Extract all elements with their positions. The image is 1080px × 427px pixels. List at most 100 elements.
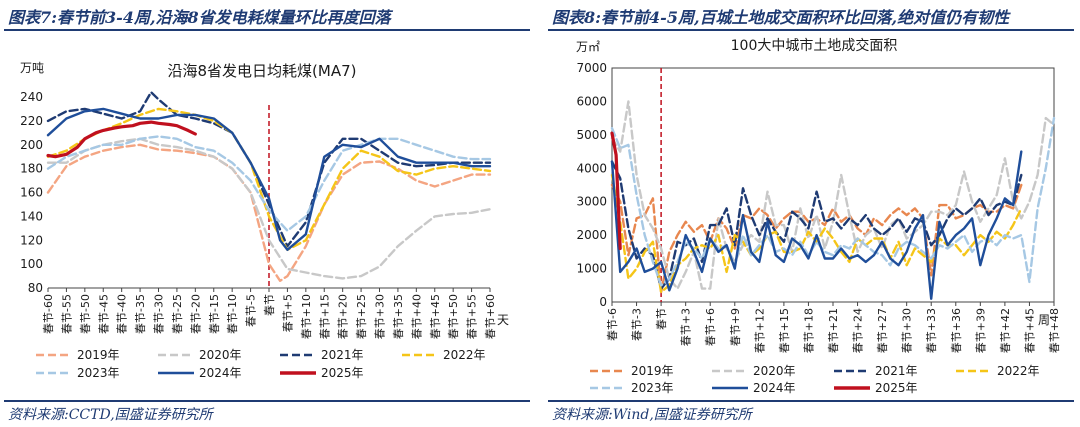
- series-line-5: [610, 150, 1023, 300]
- y-tick-label: 100: [20, 257, 43, 271]
- x-tick-label: 春节-25: [171, 294, 184, 334]
- x-tick-label: 春节+40: [410, 294, 423, 339]
- left-figure-panel: 图表7:春节前3-4周,沿海8省发电耗煤量环比再度回落 沿海8省发电日均耗煤(M…: [0, 0, 536, 427]
- x-tick-label: 春节+3: [680, 308, 693, 346]
- series-line-4: [46, 135, 492, 232]
- legend-label-3: 2022年: [997, 364, 1040, 378]
- x-tick-label: 春节-35: [134, 294, 147, 334]
- series-line-1: [610, 100, 1056, 290]
- y-tick-label: 1000: [576, 262, 607, 276]
- y-tick-label: 5000: [576, 128, 607, 142]
- x-tick-label: 春节+39: [974, 308, 987, 353]
- x-tick-label: 春节+33: [925, 308, 938, 353]
- left-source-note: 资料来源:CCTD,国盛证券研究所: [8, 407, 213, 423]
- x-tick-label: 春节+55: [466, 294, 479, 339]
- left-top-rule: [4, 29, 530, 31]
- x-tick-label: 春节-5: [245, 294, 258, 327]
- x-tick-label: 春节-3: [631, 308, 644, 341]
- x-tick-label: 春节: [655, 308, 668, 330]
- series-line-0: [46, 143, 492, 282]
- x-tick-label: 春节+30: [901, 308, 914, 353]
- x-tick-label: 春节-40: [116, 294, 129, 334]
- x-tick-label: 春节-10: [226, 294, 239, 334]
- x-tick-label: 春节+10: [300, 294, 313, 339]
- series-line-6: [46, 120, 197, 159]
- series-line-2: [46, 90, 492, 248]
- x-tick-label: 春节-15: [208, 294, 221, 334]
- y-tick-label: 80: [28, 281, 43, 295]
- x-tick-label: 春节+45: [429, 294, 442, 339]
- chart-title: 100大中城市土地成交面积: [731, 37, 898, 54]
- legend-label-6: 2025年: [321, 366, 364, 380]
- x-tick-label: 春节+15: [318, 294, 331, 339]
- y-tick-label: 0: [599, 295, 607, 309]
- y-tick-label: 6000: [576, 94, 607, 108]
- x-tick-label: 春节+48: [1048, 308, 1061, 353]
- left-bottom-rule: [4, 400, 530, 402]
- x-tick-label: 春节+24: [852, 308, 865, 353]
- y-tick-label: 4000: [576, 161, 607, 175]
- x-tick-label: 春节+42: [999, 308, 1012, 353]
- x-tick-label: 春节+36: [950, 308, 963, 353]
- y-tick-label: 180: [20, 162, 43, 176]
- x-tick-label: 春节-50: [79, 294, 92, 334]
- x-tick-label: 春节: [263, 294, 276, 316]
- legend-label-2: 2021年: [875, 364, 918, 378]
- legend-label-2: 2021年: [321, 348, 364, 362]
- legend-label-1: 2020年: [199, 348, 242, 362]
- x-tick-label: 春节+25: [355, 294, 368, 339]
- legend-label-4: 2023年: [631, 381, 674, 395]
- left-figure-title: 图表7:春节前3-4周,沿海8省发电耗煤量环比再度回落: [8, 8, 391, 27]
- x-tick-label: 春节+35: [392, 294, 405, 339]
- series-line-4: [610, 116, 1056, 287]
- legend-label-6: 2025年: [875, 381, 918, 395]
- x-axis-label: 周: [1038, 313, 1050, 327]
- x-tick-label: 春节+6: [704, 308, 717, 346]
- series-line-1: [46, 137, 492, 280]
- y-tick-label: 3000: [576, 195, 607, 209]
- right-source-note: 资料来源:Wind,国盛证券研究所: [552, 407, 752, 423]
- y-axis-label: 万吨: [20, 61, 44, 75]
- x-tick-label: 春节+20: [337, 294, 350, 339]
- x-tick-label: 春节+18: [802, 308, 815, 353]
- x-tick-label: 春节-20: [189, 294, 202, 334]
- legend-label-4: 2023年: [77, 366, 120, 380]
- series-line-2: [610, 160, 1023, 290]
- x-tick-label: 春节+9: [729, 308, 742, 346]
- legend-label-0: 2019年: [77, 348, 120, 362]
- y-axis-label: 万㎡: [576, 40, 600, 54]
- legend-label-5: 2024年: [199, 366, 242, 380]
- x-tick-label: 春节+15: [778, 308, 791, 353]
- y-tick-label: 200: [20, 138, 43, 152]
- x-tick-label: 春节-45: [97, 294, 110, 334]
- series-line-5: [46, 107, 492, 252]
- right-figure-title: 图表8:春节前4-5周,百城土地成交面积环比回落,绝对值仍有韧性: [552, 8, 1010, 27]
- right-top-rule: [548, 29, 1074, 31]
- right-figure-panel: 图表8:春节前4-5周,百城土地成交面积环比回落,绝对值仍有韧性 100大中城市…: [544, 0, 1080, 427]
- x-tick-label: 春节-60: [42, 294, 55, 334]
- y-tick-label: 120: [20, 233, 43, 247]
- legend-label-3: 2022年: [443, 348, 486, 362]
- y-tick-label: 140: [20, 209, 43, 223]
- legend-label-0: 2019年: [631, 364, 674, 378]
- x-tick-label: 春节-55: [60, 294, 73, 334]
- x-tick-label: 春节+60: [484, 294, 497, 339]
- x-tick-label: 春节+12: [753, 308, 766, 353]
- x-tick-label: 春节+50: [447, 294, 460, 339]
- y-tick-label: 7000: [576, 61, 607, 75]
- chart-title: 沿海8省发电日均耗煤(MA7): [168, 62, 357, 80]
- legend-label-1: 2020年: [753, 364, 796, 378]
- x-axis-label: 天: [497, 313, 509, 327]
- x-tick-label: 春节+21: [827, 308, 840, 353]
- x-tick-label: 春节+30: [374, 294, 387, 339]
- x-tick-label: 春节+5: [281, 294, 294, 332]
- y-tick-label: 240: [20, 90, 43, 104]
- series-line-6: [610, 131, 622, 251]
- y-tick-label: 220: [20, 114, 43, 128]
- y-tick-label: 160: [20, 186, 43, 200]
- x-tick-label: 春节+45: [1023, 308, 1036, 353]
- series-line-3: [610, 173, 1023, 294]
- x-tick-label: 春节+27: [876, 308, 889, 353]
- x-tick-label: 春节-6: [606, 308, 619, 341]
